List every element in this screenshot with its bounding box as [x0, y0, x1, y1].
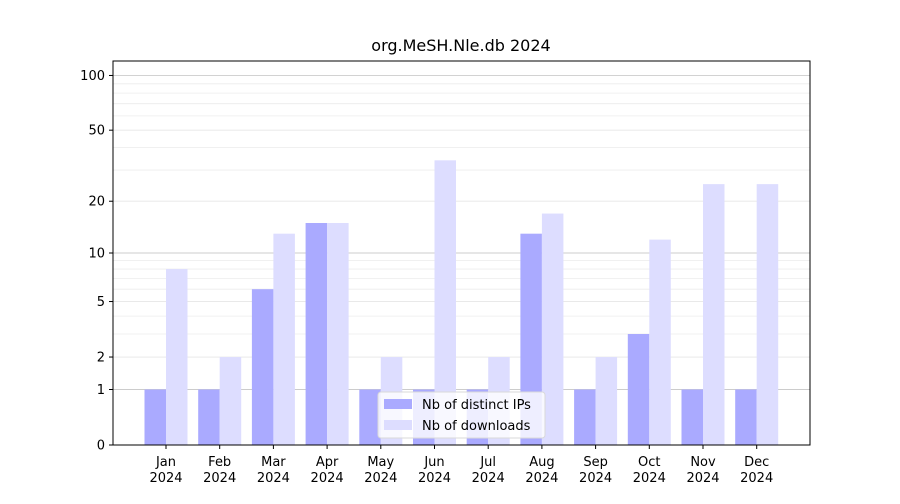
x-tick-label-month: Jan	[155, 455, 176, 470]
x-tick-label-year: 2024	[740, 471, 773, 486]
y-tick-label: 2	[97, 351, 105, 366]
x-tick-label-month: Jul	[479, 455, 496, 470]
y-tick-label: 100	[80, 69, 105, 84]
x-tick-label-year: 2024	[203, 471, 236, 486]
legend: Nb of distinct IPs Nb of downloads	[377, 391, 546, 439]
bar-distinct-ips	[305, 222, 328, 445]
bar-downloads	[166, 269, 188, 445]
bar-distinct-ips	[735, 389, 757, 445]
bar-distinct-ips	[251, 289, 274, 445]
bar-distinct-ips	[144, 389, 166, 445]
y-tick-label: 0	[97, 439, 105, 454]
bar-downloads	[273, 233, 295, 445]
bar-downloads	[649, 239, 671, 445]
x-tick-label-year: 2024	[418, 471, 451, 486]
x-tick-label-year: 2024	[364, 471, 397, 486]
legend-swatch	[384, 420, 412, 430]
x-tick-label-month: Apr	[316, 455, 339, 470]
legend-label: Nb of distinct IPs	[422, 398, 531, 413]
x-tick-label-month: May	[367, 455, 394, 470]
bar-downloads	[595, 357, 618, 445]
legend-box	[377, 391, 546, 439]
x-tick-label-year: 2024	[257, 471, 290, 486]
x-tick-label-month: Sep	[583, 455, 608, 470]
bar-downloads	[541, 213, 564, 445]
x-tick-label-month: Dec	[744, 455, 769, 470]
legend-label: Nb of downloads	[422, 419, 531, 434]
x-tick-label-month: Nov	[690, 455, 716, 470]
chart-title: org.MeSH.Nle.db 2024	[371, 36, 550, 55]
x-tick-label-year: 2024	[633, 471, 666, 486]
x-tick-label-year: 2024	[472, 471, 505, 486]
x-tick-label-year: 2024	[311, 471, 344, 486]
bar-distinct-ips	[681, 389, 703, 445]
x-tick-label-year: 2024	[686, 471, 719, 486]
x-tick-label-month: Aug	[529, 455, 554, 470]
bar-downloads	[219, 357, 242, 445]
bar-downloads	[327, 222, 349, 445]
legend-swatch	[384, 399, 412, 409]
bar-downloads	[434, 160, 456, 445]
bars	[144, 160, 779, 446]
bar-downloads	[756, 184, 779, 446]
bar-distinct-ips	[627, 333, 650, 445]
bar-downloads	[703, 184, 725, 446]
y-tick-label: 20	[88, 195, 105, 210]
bar-distinct-ips	[359, 389, 381, 445]
y-tick-label: 50	[88, 124, 105, 139]
x-tick-label-year: 2024	[525, 471, 558, 486]
x-tick-label-month: Jun	[423, 455, 444, 470]
x-tick-label-month: Oct	[638, 455, 660, 470]
x-tick-label-month: Mar	[261, 455, 286, 470]
bar-distinct-ips	[198, 389, 220, 445]
axes: 0125102050100Jan2024Feb2024Mar2024Apr202…	[80, 60, 811, 486]
y-tick-label: 10	[88, 247, 105, 262]
y-tick-label: 5	[97, 295, 105, 310]
x-tick-label-year: 2024	[579, 471, 612, 486]
x-tick-label-year: 2024	[149, 471, 182, 486]
y-tick-label: 1	[97, 383, 105, 398]
bar-distinct-ips	[574, 389, 596, 445]
x-tick-label-month: Feb	[208, 455, 231, 470]
